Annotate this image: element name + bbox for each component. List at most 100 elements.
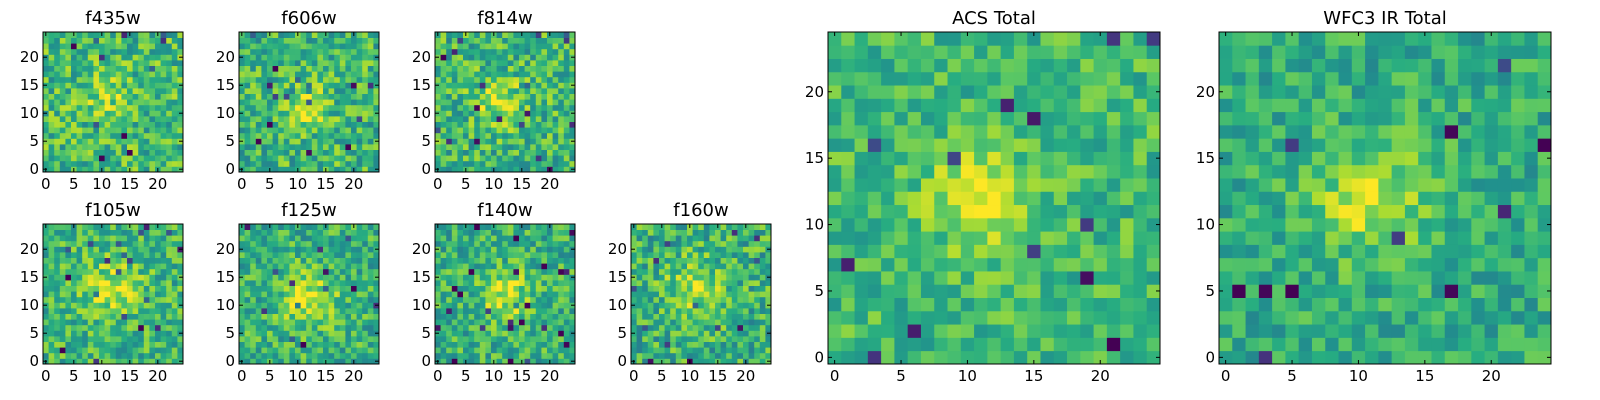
- heatmap-cell: [563, 257, 570, 264]
- heatmap-cell: [513, 296, 520, 303]
- heatmap-cell: [132, 308, 139, 314]
- heatmap-cell: [446, 308, 453, 314]
- heatmap-cell: [457, 37, 464, 44]
- heatmap-cell: [149, 252, 156, 258]
- heatmap-cell: [59, 324, 66, 331]
- heatmap-cell: [653, 330, 660, 337]
- heatmap-cell: [65, 149, 72, 156]
- heatmap-cell: [759, 240, 766, 247]
- heatmap-cell: [121, 99, 128, 106]
- heatmap-cell: [43, 76, 49, 83]
- heatmap-cell: [289, 336, 296, 342]
- heatmap-cell: [115, 252, 122, 258]
- heatmap-cell: [115, 166, 122, 173]
- heatmap-cell: [351, 330, 357, 337]
- heatmap-cell: [642, 296, 649, 303]
- heatmap-cell: [748, 352, 755, 359]
- heatmap-cell: [636, 319, 643, 326]
- heatmap-cell: [334, 324, 341, 331]
- heatmap-cell: [250, 71, 257, 78]
- heatmap-cell: [737, 313, 744, 320]
- heatmap-cell: [166, 313, 173, 320]
- heatmap-cell: [692, 285, 699, 292]
- heatmap-cell: [463, 160, 469, 167]
- heatmap-cell: [1000, 310, 1015, 325]
- heatmap-cell: [440, 48, 447, 55]
- heatmap-cell: [244, 235, 251, 242]
- heatmap-cell: [323, 132, 329, 139]
- heatmap-cell: [54, 313, 61, 320]
- heatmap-cell: [558, 155, 565, 162]
- heatmap-cell: [881, 191, 895, 206]
- heatmap-cell: [563, 76, 570, 83]
- heatmap-cell: [502, 99, 509, 106]
- heatmap-cell: [93, 240, 100, 247]
- heatmap-cell: [104, 121, 111, 128]
- heatmap-cell: [244, 48, 251, 55]
- heatmap-cell: [295, 252, 301, 258]
- heatmap-cell: [323, 313, 329, 320]
- heatmap-cell: [177, 144, 184, 150]
- heatmap-cell: [664, 302, 671, 309]
- heatmap-cell: [272, 144, 279, 150]
- heatmap-cell: [351, 48, 357, 55]
- heatmap-cell: [334, 160, 341, 167]
- heatmap-cell: [463, 235, 469, 242]
- heatmap-cell: [446, 235, 453, 242]
- heatmap-cell: [920, 324, 935, 338]
- heatmap-cell: [171, 127, 178, 134]
- heatmap-cell: [563, 93, 570, 100]
- heatmap-cell: [250, 246, 257, 253]
- heatmap-cell: [323, 341, 329, 348]
- heatmap-cell: [110, 116, 117, 122]
- heatmap-cell: [479, 76, 486, 83]
- heatmap-cell: [468, 99, 475, 106]
- heatmap-cell: [177, 347, 184, 354]
- heatmap-cell: [300, 99, 307, 106]
- heatmap-cell: [345, 48, 352, 55]
- heatmap-cell: [446, 166, 453, 173]
- heatmap-cell: [104, 160, 111, 167]
- heatmap-cell: [306, 149, 313, 156]
- heatmap-cell: [351, 155, 357, 162]
- heatmap-cell: [143, 71, 150, 78]
- heatmap-cell: [440, 127, 447, 134]
- heatmap-cell: [1133, 337, 1148, 352]
- heatmap-cell: [496, 296, 503, 303]
- heatmap-cell: [507, 71, 514, 78]
- heatmap-cell: [48, 252, 55, 258]
- heatmap-cell: [547, 138, 553, 145]
- heatmap-cell: [104, 280, 111, 286]
- heatmap-cell: [524, 313, 531, 320]
- heatmap-cell: [177, 32, 184, 38]
- heatmap-cell: [451, 116, 458, 122]
- heatmap-cell: [110, 358, 117, 365]
- heatmap-cell: [171, 252, 178, 258]
- heatmap-cell: [99, 37, 105, 44]
- heatmap-cell: [513, 330, 520, 337]
- heatmap-cell: [947, 231, 962, 245]
- heatmap-cell: [530, 285, 537, 292]
- heatmap-cell: [306, 347, 313, 354]
- heatmap-cell: [328, 235, 335, 242]
- heatmap-cell: [703, 268, 710, 275]
- heatmap-cell: [138, 246, 145, 253]
- heatmap-cell: [934, 337, 948, 352]
- heatmap-cell: [121, 138, 128, 145]
- heatmap-cell: [356, 268, 363, 275]
- heatmap-cell: [563, 352, 570, 359]
- heatmap-cell: [328, 32, 335, 38]
- heatmap-cell: [987, 350, 1002, 365]
- heatmap-cell: [709, 252, 716, 258]
- heatmap-cell: [474, 319, 481, 326]
- heatmap-cell: [356, 76, 363, 83]
- heatmap-cell: [457, 246, 464, 253]
- heatmap-cell: [367, 308, 374, 314]
- heatmap-cell: [283, 54, 290, 61]
- heatmap-cell: [138, 127, 145, 134]
- heatmap-cell: [1146, 350, 1161, 365]
- heatmap-cell: [960, 191, 975, 206]
- heatmap-cell: [1093, 244, 1108, 259]
- heatmap-cell: [457, 285, 464, 292]
- heatmap-cell: [351, 82, 357, 89]
